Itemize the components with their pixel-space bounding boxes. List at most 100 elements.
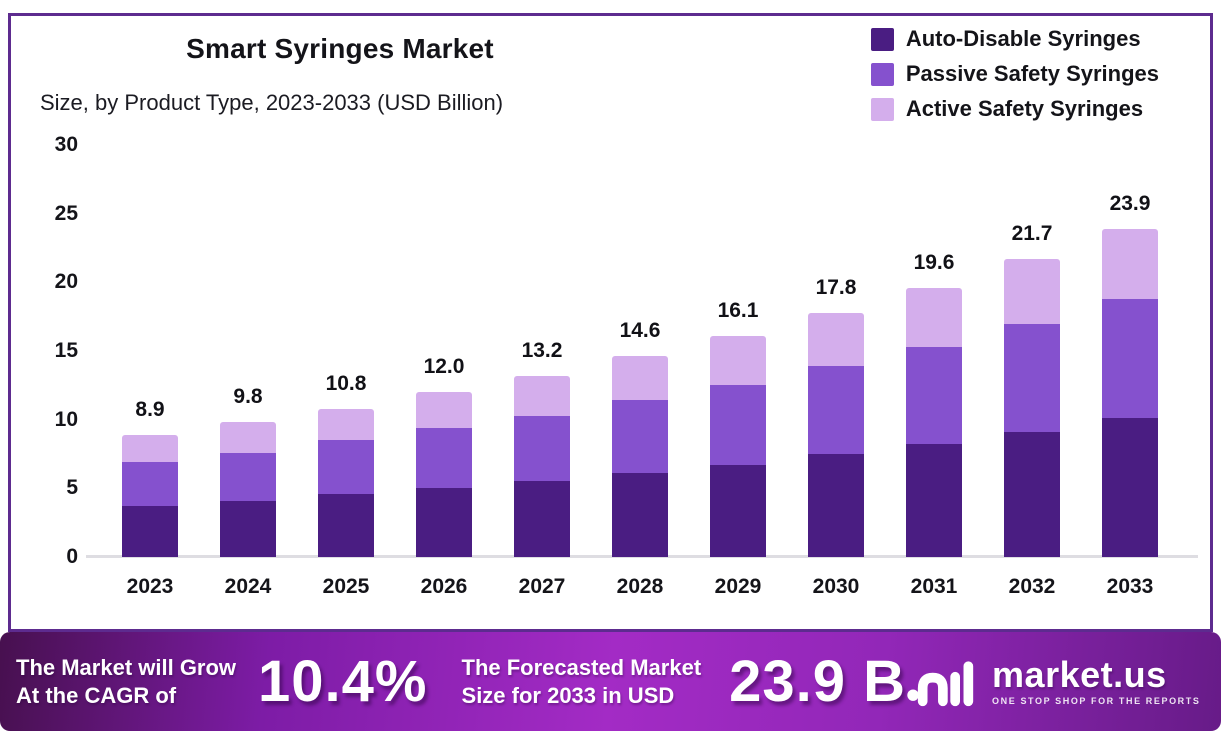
bar-segment-2033-active-safety-syringes <box>1102 228 1158 299</box>
cagr-label-line1: The Market will Grow <box>16 654 237 680</box>
x-tick-2023: 2023 <box>126 575 174 598</box>
bar-segment-2031-auto-disable-syringes <box>906 444 962 557</box>
legend-item-active-safety-syringes: Active Safety Syringes <box>870 96 1159 122</box>
y-tick-25: 25 <box>54 201 78 225</box>
x-tick-2028: 2028 <box>616 575 664 598</box>
bar-segment-2025-active-safety-syringes <box>318 408 374 441</box>
bar-2031 <box>906 287 962 557</box>
x-tick-2025: 2025 <box>322 575 370 598</box>
bar-segment-2031-passive-safety-syringes <box>906 346 962 445</box>
bar-segment-2024-passive-safety-syringes <box>220 452 276 501</box>
y-tick-20: 20 <box>54 270 78 294</box>
footer-banner: The Market will Grow At the CAGR of 10.4… <box>0 632 1221 731</box>
logo-name: market.us <box>992 654 1167 695</box>
bar-total-label-2027: 13.2 <box>521 338 563 362</box>
bar-2029 <box>710 335 766 557</box>
bar-segment-2029-auto-disable-syringes <box>710 464 766 557</box>
bar-segment-2028-active-safety-syringes <box>612 356 668 401</box>
logo-text-block: market.us ONE STOP SHOP FOR THE REPORTS <box>992 654 1201 707</box>
bar-total-label-2033: 23.9 <box>1109 191 1151 215</box>
y-tick-5: 5 <box>66 476 78 500</box>
bar-total-label-2023: 8.9 <box>135 397 165 421</box>
legend-label: Active Safety Syringes <box>905 96 1144 121</box>
bar-segment-2029-passive-safety-syringes <box>710 385 766 465</box>
bar-segment-2028-auto-disable-syringes <box>612 473 668 557</box>
legend-swatch-icon <box>870 62 894 86</box>
bar-total-label-2031: 19.6 <box>913 250 955 274</box>
bar-2023 <box>122 434 178 557</box>
bar-segment-2032-auto-disable-syringes <box>1004 432 1060 557</box>
bar-2030 <box>808 312 864 557</box>
bar-segment-2026-passive-safety-syringes <box>416 427 472 489</box>
bar-segment-2027-passive-safety-syringes <box>514 415 570 482</box>
logo-tagline: ONE STOP SHOP FOR THE REPORTS <box>992 696 1201 706</box>
bar-segment-2026-active-safety-syringes <box>416 392 472 428</box>
legend-item-passive-safety-syringes: Passive Safety Syringes <box>870 61 1159 87</box>
bar-segment-2033-passive-safety-syringes <box>1102 298 1158 419</box>
cagr-label: The Market will Grow At the CAGR of <box>16 654 236 710</box>
forecast-label: The Forecasted Market Size for 2033 in U… <box>462 654 702 710</box>
bar-segment-2024-active-safety-syringes <box>220 422 276 453</box>
x-tick-2026: 2026 <box>420 575 468 598</box>
bar-2032 <box>1004 258 1060 557</box>
x-tick-2024: 2024 <box>224 575 272 598</box>
bar-total-label-2029: 16.1 <box>717 298 759 322</box>
bar-segment-2032-passive-safety-syringes <box>1004 323 1060 432</box>
bar-2025 <box>318 408 374 557</box>
bar-segment-2025-passive-safety-syringes <box>318 440 374 494</box>
x-tick-2032: 2032 <box>1008 575 1056 598</box>
bar-segment-2030-passive-safety-syringes <box>808 366 864 454</box>
legend-item-auto-disable-syringes: Auto-Disable Syringes <box>870 26 1159 52</box>
bar-2027 <box>514 375 570 557</box>
bar-total-label-2026: 12.0 <box>423 355 465 379</box>
forecast-label-line2: Size for 2033 in USD <box>461 682 675 708</box>
bar-segment-2031-active-safety-syringes <box>906 287 962 347</box>
bar-2028 <box>612 356 668 557</box>
bar-total-label-2030: 17.8 <box>815 275 857 299</box>
bar-segment-2029-active-safety-syringes <box>710 335 766 386</box>
bar-segment-2023-passive-safety-syringes <box>122 462 178 507</box>
marketus-logo-icon <box>907 660 974 706</box>
bar-segment-2027-active-safety-syringes <box>514 375 570 416</box>
bar-segment-2030-active-safety-syringes <box>808 312 864 367</box>
x-tick-2029: 2029 <box>714 575 762 598</box>
bar-total-label-2025: 10.8 <box>325 371 367 395</box>
legend-swatch-icon <box>870 97 894 121</box>
cagr-value: 10.4% <box>258 648 428 714</box>
bar-total-label-2032: 21.7 <box>1011 221 1053 245</box>
bar-segment-2028-passive-safety-syringes <box>612 400 668 474</box>
legend-label: Passive Safety Syringes <box>905 61 1159 86</box>
legend: Auto-Disable Syringes Passive Safety Syri… <box>870 26 1159 122</box>
bar-segment-2024-auto-disable-syringes <box>220 500 276 557</box>
bar-segment-2023-auto-disable-syringes <box>122 506 178 557</box>
cagr-label-line2: At the CAGR of <box>16 682 177 708</box>
bar-segment-2023-active-safety-syringes <box>122 434 178 463</box>
bar-2033 <box>1102 228 1158 557</box>
x-tick-2030: 2030 <box>812 575 860 598</box>
x-tick-2031: 2031 <box>910 575 958 598</box>
y-tick-30: 30 <box>54 133 78 156</box>
chart-title: Smart Syringes Market <box>186 33 494 64</box>
x-tick-2033: 2033 <box>1106 575 1154 598</box>
marketus-logo: market.us ONE STOP SHOP FOR THE REPORTS <box>906 654 1214 710</box>
y-tick-0: 0 <box>66 545 78 568</box>
bar-segment-2026-auto-disable-syringes <box>416 488 472 557</box>
bar-segment-2030-auto-disable-syringes <box>808 453 864 557</box>
x-tick-2027: 2027 <box>518 575 566 598</box>
y-tick-15: 15 <box>54 339 78 362</box>
chart-subtitle: Size, by Product Type, 2023-2033 (USD Bi… <box>40 90 504 115</box>
bar-2024 <box>220 422 276 557</box>
bar-total-label-2028: 14.6 <box>619 319 661 343</box>
bar-segment-2032-active-safety-syringes <box>1004 258 1060 324</box>
bar-2026 <box>416 392 472 557</box>
bar-segment-2033-auto-disable-syringes <box>1102 418 1158 557</box>
bar-total-label-2024: 9.8 <box>233 385 263 409</box>
forecast-label-line1: The Forecasted Market <box>461 654 702 680</box>
legend-swatch-icon <box>870 27 894 51</box>
bar-segment-2027-auto-disable-syringes <box>514 481 570 557</box>
legend-label: Auto-Disable Syringes <box>905 26 1141 51</box>
y-tick-10: 10 <box>54 407 78 431</box>
forecast-value: 23.9 B <box>729 648 907 714</box>
bar-segment-2025-auto-disable-syringes <box>318 493 374 557</box>
